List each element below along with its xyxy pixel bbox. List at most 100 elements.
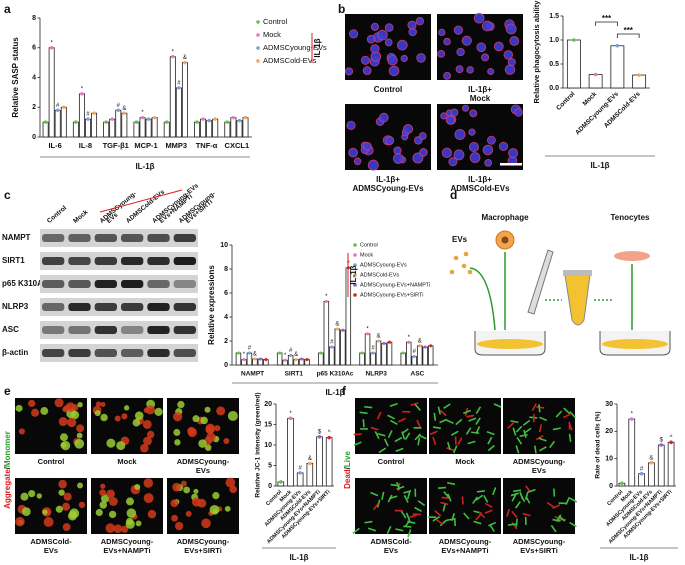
- caption: Mock: [470, 94, 491, 103]
- bar: [236, 120, 243, 138]
- bar: [109, 118, 116, 138]
- cell: [437, 406, 442, 415]
- cell: [443, 403, 451, 409]
- cell: [569, 497, 578, 503]
- sig-label: ***: [602, 14, 612, 23]
- legend-dot: [256, 20, 260, 24]
- cell: [538, 424, 543, 433]
- sig-marker: &: [649, 455, 653, 461]
- bar: [230, 117, 237, 138]
- caption: ADMSCold-EVs: [450, 184, 510, 193]
- ev: [449, 269, 455, 275]
- x-tick-label: Mock: [582, 90, 599, 107]
- legend-dot: [256, 59, 260, 63]
- bar: [340, 329, 346, 366]
- blot-row-label: SIRT1: [2, 256, 25, 265]
- sig-marker: *: [284, 353, 287, 359]
- data-dot: [146, 117, 151, 121]
- cell: [132, 418, 141, 427]
- cell: [405, 512, 411, 521]
- legend-label: Control: [263, 17, 288, 26]
- x-tick-label: MMP3: [165, 141, 187, 150]
- cell: [568, 422, 573, 431]
- bar: [78, 93, 85, 138]
- cell: [135, 520, 142, 527]
- cell: [432, 516, 441, 522]
- blot-band: [68, 257, 91, 265]
- side-label-part: Live: [343, 451, 352, 468]
- data-dot: [237, 118, 242, 123]
- x-tick-label: CXCL1: [225, 141, 250, 150]
- sig-marker: &: [418, 338, 422, 344]
- cell: [177, 400, 185, 409]
- cell: [172, 412, 183, 422]
- y-tick-label: 20: [264, 401, 272, 408]
- cell: [515, 445, 520, 454]
- sig-marker: #: [330, 340, 334, 346]
- blot-row-label: β-actin: [2, 348, 28, 357]
- cell: [432, 436, 437, 446]
- cell: [507, 422, 515, 429]
- cell: [170, 499, 179, 508]
- cell: [435, 518, 444, 525]
- cell: [461, 496, 464, 505]
- bar: [235, 352, 242, 366]
- blot-band: [94, 280, 117, 288]
- cell: [393, 146, 402, 155]
- y-tick-label: 0: [224, 362, 228, 369]
- cell: [76, 424, 85, 433]
- y-tick-label: 0: [268, 483, 272, 490]
- bar: [588, 74, 603, 89]
- cell: [76, 432, 83, 439]
- bar: [139, 117, 146, 138]
- cell: [450, 108, 459, 117]
- data-dot: [327, 435, 331, 440]
- cell: [475, 513, 482, 521]
- data-dot: [615, 43, 620, 48]
- y-tick-label: 10: [605, 456, 613, 463]
- data-dot: [294, 358, 298, 362]
- cell: [378, 447, 387, 454]
- cell: [478, 511, 486, 519]
- data-dot: [171, 54, 175, 59]
- blot-band: [68, 349, 91, 357]
- bar: [48, 47, 55, 138]
- cell: [468, 417, 477, 422]
- cell: [392, 153, 404, 164]
- data-dot: [429, 344, 433, 348]
- bar: [200, 118, 207, 138]
- cell: [225, 477, 236, 488]
- cell: [55, 505, 63, 513]
- group-label: IL-1β: [289, 553, 308, 562]
- cell: [445, 115, 456, 125]
- sig-marker: #: [289, 348, 293, 354]
- x-tick-label: TNF-α: [196, 141, 218, 150]
- data-dot: [365, 332, 370, 336]
- y-tick-label: 4: [32, 74, 36, 81]
- cell: [147, 509, 157, 519]
- cell: [403, 124, 414, 135]
- cell: [447, 493, 452, 502]
- blot-strip: [40, 321, 198, 339]
- side-label-part: Monomer: [3, 431, 12, 467]
- cell: [376, 499, 381, 508]
- y-tick-label: 4: [224, 314, 228, 321]
- x-tick-label: MCP-1: [134, 141, 157, 150]
- cell: [453, 25, 464, 35]
- y-tick-label: 15: [264, 421, 272, 428]
- cell: [519, 433, 528, 437]
- data-dot: [330, 345, 334, 349]
- cell: [370, 491, 379, 497]
- cell: [364, 520, 373, 524]
- cell: [31, 408, 40, 417]
- cell: [443, 491, 450, 499]
- cell: [487, 436, 493, 445]
- data-dot: [225, 120, 230, 124]
- cell: [390, 419, 398, 426]
- cell: [106, 489, 115, 499]
- tube: [564, 274, 591, 326]
- data-dot: [43, 120, 48, 124]
- data-dot: [201, 117, 205, 121]
- cell: [394, 436, 403, 443]
- cell: [471, 431, 480, 434]
